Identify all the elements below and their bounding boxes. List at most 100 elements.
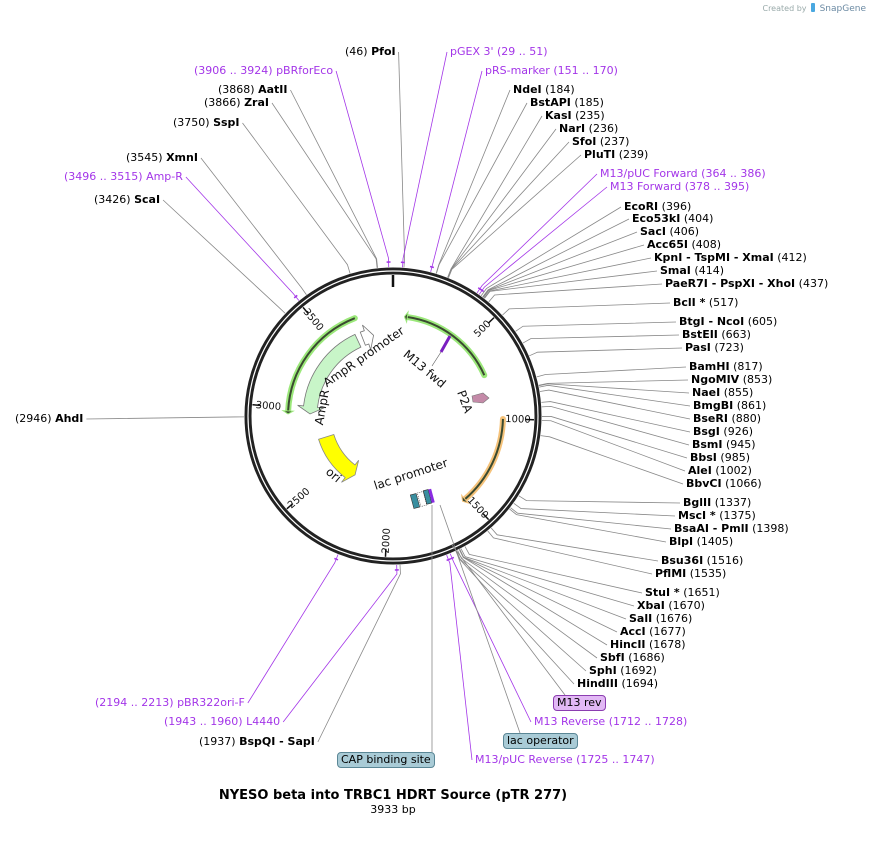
cap-site-feature[interactable]: [409, 493, 421, 509]
snapgene-logo-icon: [811, 3, 816, 12]
enzyme-site-label[interactable]: PaeR7I - PspXI - XhoI (437): [665, 277, 828, 290]
enzyme-site-label[interactable]: Bsu36I (1516): [661, 554, 743, 567]
enzyme-site-label[interactable]: SmaI (414): [660, 264, 724, 277]
enzyme-site-label[interactable]: HindIII (1694): [577, 677, 658, 690]
plasmid-title: NYESO beta into TRBC1 HDRT Source (pTR 2…: [218, 788, 568, 803]
enzyme-site-label[interactable]: BstAPI (185): [530, 96, 604, 109]
enzyme-site-label[interactable]: BlpI (1405): [669, 535, 733, 548]
site-position: (184): [545, 83, 575, 96]
enzyme-site-label[interactable]: (3866) ZraI: [204, 96, 269, 109]
lac-operator-feature[interactable]: [422, 489, 433, 505]
lac-promoter-feature[interactable]: [416, 491, 428, 507]
site-name: pRS-marker: [485, 64, 550, 77]
site-name: BsaAI - PmlI: [674, 522, 749, 535]
site-name: SphI: [589, 664, 617, 677]
enzyme-site-label[interactable]: NaeI (855): [692, 386, 753, 399]
site-leader-line: [483, 244, 645, 298]
site-position: (237): [599, 135, 630, 148]
enzyme-site-label[interactable]: SalI (1676): [629, 612, 692, 625]
credit-prefix: Created by: [762, 4, 807, 13]
site-leader-line: [447, 115, 543, 278]
enzyme-site-label[interactable]: SacI (406): [640, 225, 699, 238]
enzyme-site-label[interactable]: (3426) ScaI: [94, 193, 160, 206]
site-leader-line: [185, 176, 300, 301]
enzyme-site-label[interactable]: PasI (723): [685, 341, 744, 354]
enzyme-site-label[interactable]: NgoMIV (853): [691, 373, 772, 386]
site-position: (1066): [725, 477, 762, 490]
site-position: (1686): [628, 651, 665, 664]
enzyme-site-label[interactable]: BsmI (945): [692, 438, 756, 451]
ampr-outer-arrow[interactable]: [287, 317, 356, 411]
ampr-feature[interactable]: [297, 333, 362, 415]
enzyme-site-label[interactable]: BamHI (817): [689, 360, 763, 373]
enzyme-site-label[interactable]: XbaI (1670): [637, 599, 705, 612]
enzyme-site-label[interactable]: Acc65I (408): [647, 238, 721, 251]
ori-feature[interactable]: [318, 434, 360, 483]
enzyme-site-label[interactable]: (2946) AhdI: [15, 412, 83, 425]
enzyme-site-label[interactable]: NarI (236): [559, 122, 618, 135]
primer-label[interactable]: pGEX 3' (29 .. 51): [450, 45, 548, 58]
enzyme-site-label[interactable]: BstEII (663): [682, 328, 751, 341]
m13-rev-feature[interactable]: [428, 488, 435, 504]
site-leader-line: [335, 70, 390, 268]
green-feature-arrow[interactable]: [407, 316, 486, 376]
enzyme-site-label[interactable]: BglII (1337): [683, 496, 751, 509]
enzyme-site-label[interactable]: (46) PfoI: [345, 45, 396, 58]
enzyme-site-label[interactable]: KpnI - TspMI - XmaI (412): [654, 251, 807, 264]
enzyme-site-label[interactable]: MscI * (1375): [678, 509, 756, 522]
enzyme-site-label[interactable]: SfoI (237): [572, 135, 629, 148]
feature-box-label[interactable]: CAP binding site: [337, 752, 435, 768]
enzyme-site-label[interactable]: Eco53kI (404): [632, 212, 713, 225]
enzyme-site-label[interactable]: BmgBI (861): [693, 399, 766, 412]
site-position: (1692): [620, 664, 657, 677]
feature-box-label[interactable]: M13 rev: [553, 695, 606, 711]
site-name: PluTI: [584, 148, 616, 161]
enzyme-site-label[interactable]: PluTI (239): [584, 148, 648, 161]
enzyme-site-label[interactable]: AccI (1677): [620, 625, 686, 638]
site-name: PflMI: [655, 567, 687, 580]
primer-mark: [293, 294, 298, 299]
enzyme-site-label[interactable]: SphI (1692): [589, 664, 657, 677]
m13-fwd-feature[interactable]: [439, 335, 452, 353]
enzyme-site-label[interactable]: (3545) XmnI: [126, 151, 198, 164]
primer-label[interactable]: (1943 .. 1960) L4440: [164, 715, 280, 728]
enzyme-site-label[interactable]: BbvCI (1066): [686, 477, 762, 490]
primer-label[interactable]: pRS-marker (151 .. 170): [485, 64, 618, 77]
primer-label[interactable]: M13 Reverse (1712 .. 1728): [534, 715, 687, 728]
tick-mark: [286, 502, 294, 510]
site-leader-line: [510, 507, 672, 530]
primer-label[interactable]: M13/pUC Reverse (1725 .. 1747): [475, 753, 655, 766]
primer-label[interactable]: (3906 .. 3924) pBRforEco: [194, 64, 333, 77]
enzyme-site-label[interactable]: EcoRI (396): [624, 200, 691, 213]
enzyme-site-label[interactable]: (1937) BspQI - SapI: [199, 735, 315, 748]
enzyme-site-label[interactable]: HincII (1678): [610, 638, 686, 651]
orange-feature-arrow[interactable]: [464, 418, 504, 500]
enzyme-site-label[interactable]: AleI (1002): [688, 464, 752, 477]
ampr-label: AmpR: [312, 388, 332, 426]
enzyme-site-label[interactable]: NdeI (184): [513, 83, 575, 96]
enzyme-site-label[interactable]: (3868) AatII: [218, 83, 287, 96]
enzyme-site-label[interactable]: StuI * (1651): [645, 586, 720, 599]
enzyme-site-label[interactable]: BclI * (517): [673, 296, 738, 309]
enzyme-site-label[interactable]: (3750) SspI: [173, 116, 240, 129]
enzyme-site-label[interactable]: BsgI (926): [693, 425, 753, 438]
primer-label[interactable]: (2194 .. 2213) pBR322ori-F: [95, 696, 245, 709]
enzyme-site-label[interactable]: PflMI (1535): [655, 567, 726, 580]
site-position: (1337): [714, 496, 752, 509]
primer-label[interactable]: M13/pUC Forward (364 .. 386): [600, 167, 766, 180]
enzyme-site-label[interactable]: BseRI (880): [693, 412, 761, 425]
enzyme-site-label[interactable]: BbsI (985): [690, 451, 750, 464]
primer-label[interactable]: (3496 .. 3515) Amp-R: [64, 170, 183, 183]
orange-feature-arrow-highlight: [461, 415, 506, 503]
tick-mark: [482, 513, 490, 521]
ampr-promoter-feature[interactable]: [359, 324, 374, 352]
p2a-feature[interactable]: [471, 392, 490, 404]
feature-box-label[interactable]: lac operator: [503, 733, 578, 749]
primer-mark: [334, 557, 339, 561]
primer-label[interactable]: M13 Forward (378 .. 395): [610, 180, 749, 193]
tick-label: 2000: [381, 528, 393, 554]
enzyme-site-label[interactable]: BtgI - NcoI (605): [679, 315, 777, 328]
enzyme-site-label[interactable]: SbfI (1686): [600, 651, 665, 664]
enzyme-site-label[interactable]: KasI (235): [545, 109, 605, 122]
enzyme-site-label[interactable]: BsaAI - PmlI (1398): [674, 522, 789, 535]
